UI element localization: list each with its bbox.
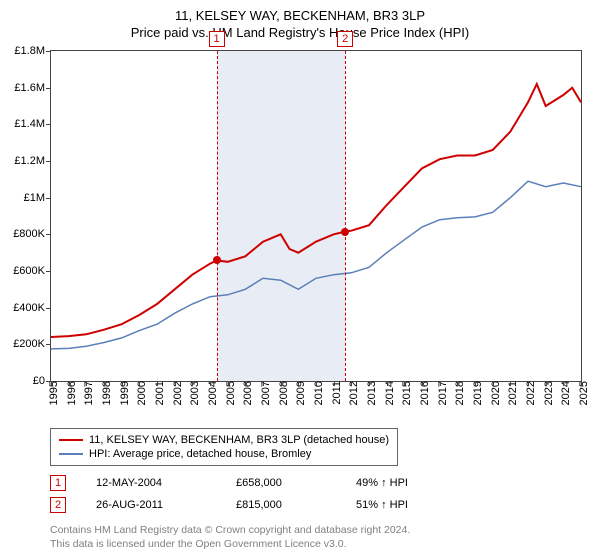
sale-row-delta: 49% ↑ HPI [356,477,408,489]
line-chart-svg [51,51,581,381]
chart-container: 11, KELSEY WAY, BECKENHAM, BR3 3LP Price… [0,0,600,560]
x-tick-mark [86,381,87,386]
x-tick-mark [510,381,511,386]
x-tick-mark [298,381,299,386]
x-tick-mark [281,381,282,386]
x-tick-mark [51,381,52,386]
sale-marker-dot [213,256,221,264]
sale-row-delta: 51% ↑ HPI [356,499,408,511]
sale-row-badge: 2 [50,497,66,513]
x-tick-mark [493,381,494,386]
x-tick-mark [440,381,441,386]
sale-row-price: £815,000 [236,499,326,511]
x-tick-mark [475,381,476,386]
x-tick-mark [404,381,405,386]
legend-swatch [59,439,83,441]
y-tick-mark [46,234,51,235]
y-tick-mark [46,198,51,199]
plot-area: £0£200K£400K£600K£800K£1M£1.2M£1.4M£1.6M… [50,50,582,382]
legend-item: HPI: Average price, detached house, Brom… [59,447,389,461]
x-tick-mark [316,381,317,386]
series-line [51,181,581,349]
y-tick-mark [46,161,51,162]
x-tick-mark [122,381,123,386]
x-tick-mark [157,381,158,386]
x-tick-mark [192,381,193,386]
x-tick-mark [351,381,352,386]
sale-marker-badge: 2 [337,31,353,47]
sale-row-date: 26-AUG-2011 [96,499,206,511]
sale-marker-line [217,51,218,381]
x-tick-mark [546,381,547,386]
legend: 11, KELSEY WAY, BECKENHAM, BR3 3LP (deta… [50,428,398,466]
x-tick-mark [563,381,564,386]
chart-subtitle: Price paid vs. HM Land Registry's House … [0,23,600,40]
x-tick-mark [528,381,529,386]
y-tick-mark [46,344,51,345]
x-tick-mark [228,381,229,386]
y-tick-mark [46,124,51,125]
footer-line-1: Contains HM Land Registry data © Crown c… [50,524,410,538]
x-tick-mark [245,381,246,386]
y-tick-mark [46,271,51,272]
x-tick-mark [334,381,335,386]
x-tick-mark [263,381,264,386]
sale-row-badge: 1 [50,475,66,491]
series-line [51,84,581,337]
footer-attribution: Contains HM Land Registry data © Crown c… [50,524,410,551]
sale-marker-line [345,51,346,381]
x-tick-mark [581,381,582,386]
chart-title: 11, KELSEY WAY, BECKENHAM, BR3 3LP [0,0,600,23]
x-tick-mark [69,381,70,386]
sale-row: 2 26-AUG-2011 £815,000 51% ↑ HPI [50,494,408,516]
legend-label: HPI: Average price, detached house, Brom… [89,448,311,460]
x-tick-mark [139,381,140,386]
x-tick-mark [104,381,105,386]
x-tick-mark [175,381,176,386]
x-tick-mark [387,381,388,386]
x-tick-mark [422,381,423,386]
x-tick-mark [210,381,211,386]
sale-row-price: £658,000 [236,477,326,489]
legend-item: 11, KELSEY WAY, BECKENHAM, BR3 3LP (deta… [59,433,389,447]
y-tick-mark [46,88,51,89]
legend-label: 11, KELSEY WAY, BECKENHAM, BR3 3LP (deta… [89,434,389,446]
sales-table: 1 12-MAY-2004 £658,000 49% ↑ HPI 2 26-AUG-201… [50,472,408,516]
x-tick-mark [369,381,370,386]
footer-line-2: This data is licensed under the Open Gov… [50,538,410,552]
sale-row: 1 12-MAY-2004 £658,000 49% ↑ HPI [50,472,408,494]
sale-marker-badge: 1 [209,31,225,47]
legend-swatch [59,453,83,455]
sale-marker-dot [341,228,349,236]
sale-row-date: 12-MAY-2004 [96,477,206,489]
x-tick-mark [457,381,458,386]
y-tick-mark [46,308,51,309]
y-tick-mark [46,51,51,52]
